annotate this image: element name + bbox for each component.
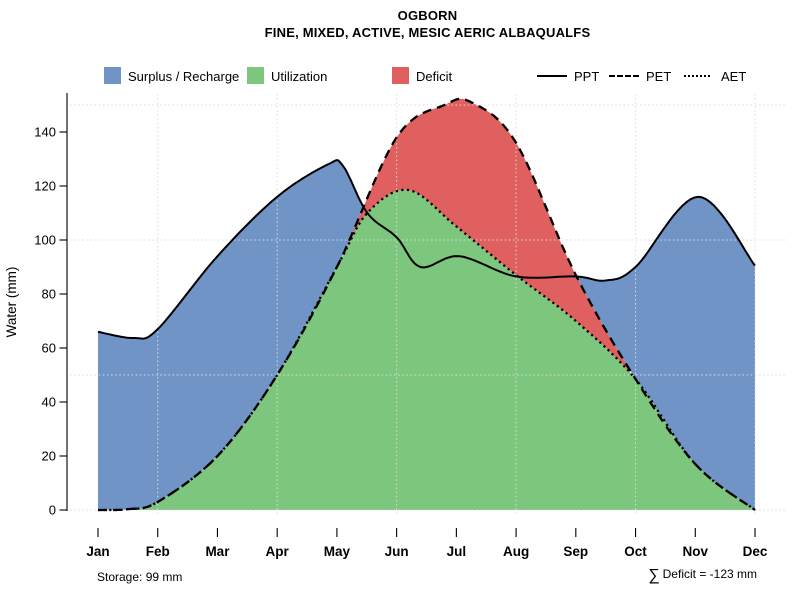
x-tick-label: Feb [146, 544, 170, 559]
pet-line-sample-icon [609, 75, 639, 77]
x-tick-label: Jul [447, 544, 467, 559]
region-deficit [347, 98, 630, 373]
x-tick-label: Nov [683, 544, 709, 559]
deficit-note-text: Deficit = -123 mm [662, 567, 757, 581]
aet-line-sample-icon [684, 75, 710, 77]
surplus-swatch [104, 67, 121, 84]
utilization-legend-label: Utilization [271, 69, 328, 84]
axes [59, 93, 756, 537]
region-fills [98, 98, 755, 511]
region-surplus-recharge [98, 160, 363, 510]
x-tick-label: Jan [86, 544, 109, 559]
x-tick-label: May [324, 544, 351, 559]
x-tick-label: Dec [743, 544, 768, 559]
y-tick-label: 120 [34, 179, 56, 194]
deficit-note: ∑ Deficit = -123 mm [648, 567, 757, 585]
x-tick-label: Apr [266, 544, 290, 559]
storage-note: Storage: 99 mm [97, 570, 183, 584]
ppt-curve [97, 159, 756, 340]
x-tick-label: Aug [503, 544, 529, 559]
gridlines [66, 94, 787, 515]
surplus-legend-label: Surplus / Recharge [128, 69, 240, 84]
aet-curve [97, 188, 756, 512]
y-tick-label: 0 [49, 503, 56, 518]
utilization-swatch [247, 67, 264, 84]
region-surplus-recharge [577, 196, 755, 511]
sigma-icon: ∑ [648, 567, 660, 584]
chart-subtitle: FINE, MIXED, ACTIVE, MESIC AERIC ALBAQUA… [264, 25, 591, 40]
x-tick-label: Mar [205, 544, 230, 559]
deficit-swatch [392, 67, 409, 84]
deficit-legend-label: Deficit [416, 69, 453, 84]
ppt-line-sample-icon [537, 75, 567, 77]
y-tick-label: 20 [42, 449, 56, 464]
x-tick-label: Sep [563, 544, 588, 559]
aet-legend-label: AET [721, 69, 747, 84]
y-tick-label: 60 [42, 341, 56, 356]
x-tick-label: Oct [624, 544, 647, 559]
ppt-legend-label: PPT [574, 69, 600, 84]
y-tick-label: 140 [34, 125, 56, 140]
y-axis-label: Water (mm) [4, 267, 19, 338]
chart-title: OGBORN [397, 8, 458, 23]
region-utilization [120, 189, 754, 511]
x-tick-label: Jun [385, 544, 409, 559]
y-tick-label: 40 [42, 395, 56, 410]
y-tick-label: 100 [34, 233, 56, 248]
y-tick-label: 80 [42, 287, 56, 302]
pet-legend-label: PET [646, 69, 672, 84]
